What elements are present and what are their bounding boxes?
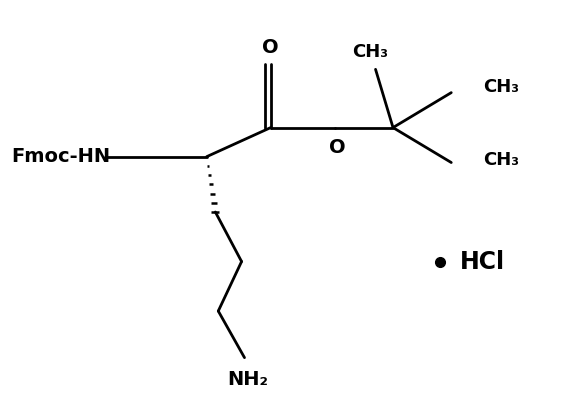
Text: HCl: HCl [460, 250, 505, 274]
Text: CH₃: CH₃ [352, 43, 387, 61]
Text: NH₂: NH₂ [227, 370, 268, 389]
Text: Fmoc-HN: Fmoc-HN [12, 147, 111, 166]
Text: CH₃: CH₃ [483, 78, 519, 96]
Text: O: O [262, 38, 279, 57]
Text: O: O [329, 139, 346, 158]
Text: CH₃: CH₃ [483, 150, 519, 169]
